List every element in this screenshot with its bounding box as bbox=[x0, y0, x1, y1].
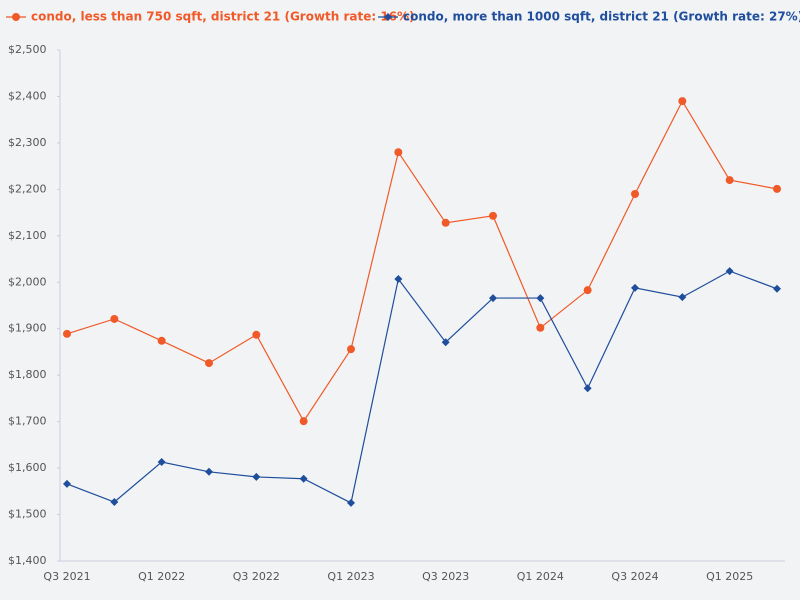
point bbox=[631, 190, 639, 199]
x-tick-label: Q3 2024 bbox=[611, 570, 658, 583]
y-tick-label: $2,200 bbox=[8, 182, 47, 195]
point bbox=[441, 338, 450, 347]
x-tick-label: Q3 2022 bbox=[233, 570, 280, 583]
x-tick-label: Q3 2021 bbox=[43, 570, 90, 583]
y-tick-label: $1,500 bbox=[8, 508, 47, 521]
y-tick-label: $2,400 bbox=[8, 89, 47, 102]
y-tick-label: $1,400 bbox=[8, 554, 47, 567]
y-tick-label: $2,500 bbox=[8, 43, 47, 56]
point bbox=[347, 498, 355, 507]
series-line bbox=[66, 270, 778, 504]
y-tick-label: $2,100 bbox=[8, 229, 47, 242]
point bbox=[678, 293, 687, 302]
x-tick-label: Q3 2023 bbox=[422, 570, 469, 583]
point bbox=[536, 323, 545, 332]
point bbox=[205, 467, 213, 476]
y-tick-label: $1,900 bbox=[8, 322, 47, 335]
point bbox=[157, 336, 166, 345]
point bbox=[536, 294, 545, 303]
point bbox=[678, 97, 687, 106]
point bbox=[394, 275, 403, 284]
point bbox=[347, 345, 355, 354]
legend-label: condo, more than 1000 sqft, district 21 … bbox=[403, 10, 800, 24]
point bbox=[725, 267, 734, 276]
legend-label: condo, less than 750 sqft, district 21 (… bbox=[31, 10, 415, 24]
point bbox=[63, 329, 71, 338]
point bbox=[489, 211, 497, 220]
y-tick-label: $2,000 bbox=[8, 275, 47, 288]
point bbox=[441, 218, 450, 227]
x-tick-label: Q1 2022 bbox=[138, 570, 185, 583]
point bbox=[773, 184, 781, 193]
point bbox=[252, 472, 261, 481]
legend-marker bbox=[12, 13, 20, 21]
legend-marker bbox=[384, 13, 392, 21]
y-tick-label: $2,300 bbox=[8, 136, 47, 149]
point bbox=[252, 330, 261, 339]
point bbox=[299, 417, 308, 426]
point bbox=[394, 148, 403, 157]
point bbox=[489, 294, 497, 303]
point bbox=[110, 314, 119, 323]
x-tick-label: Q1 2025 bbox=[706, 570, 753, 583]
point bbox=[583, 384, 592, 393]
point bbox=[205, 359, 213, 368]
x-tick-label: Q1 2024 bbox=[517, 570, 564, 583]
point bbox=[299, 474, 308, 483]
point bbox=[631, 283, 639, 292]
y-tick-label: $1,800 bbox=[8, 368, 47, 381]
x-tick-label: Q1 2023 bbox=[327, 570, 374, 583]
point bbox=[157, 458, 166, 467]
point bbox=[583, 286, 592, 295]
y-tick-label: $1,600 bbox=[8, 461, 47, 474]
point bbox=[725, 176, 734, 185]
point bbox=[63, 479, 71, 488]
point bbox=[110, 498, 119, 507]
y-tick-label: $1,700 bbox=[8, 415, 47, 428]
point bbox=[773, 284, 781, 293]
series-line bbox=[66, 99, 778, 423]
